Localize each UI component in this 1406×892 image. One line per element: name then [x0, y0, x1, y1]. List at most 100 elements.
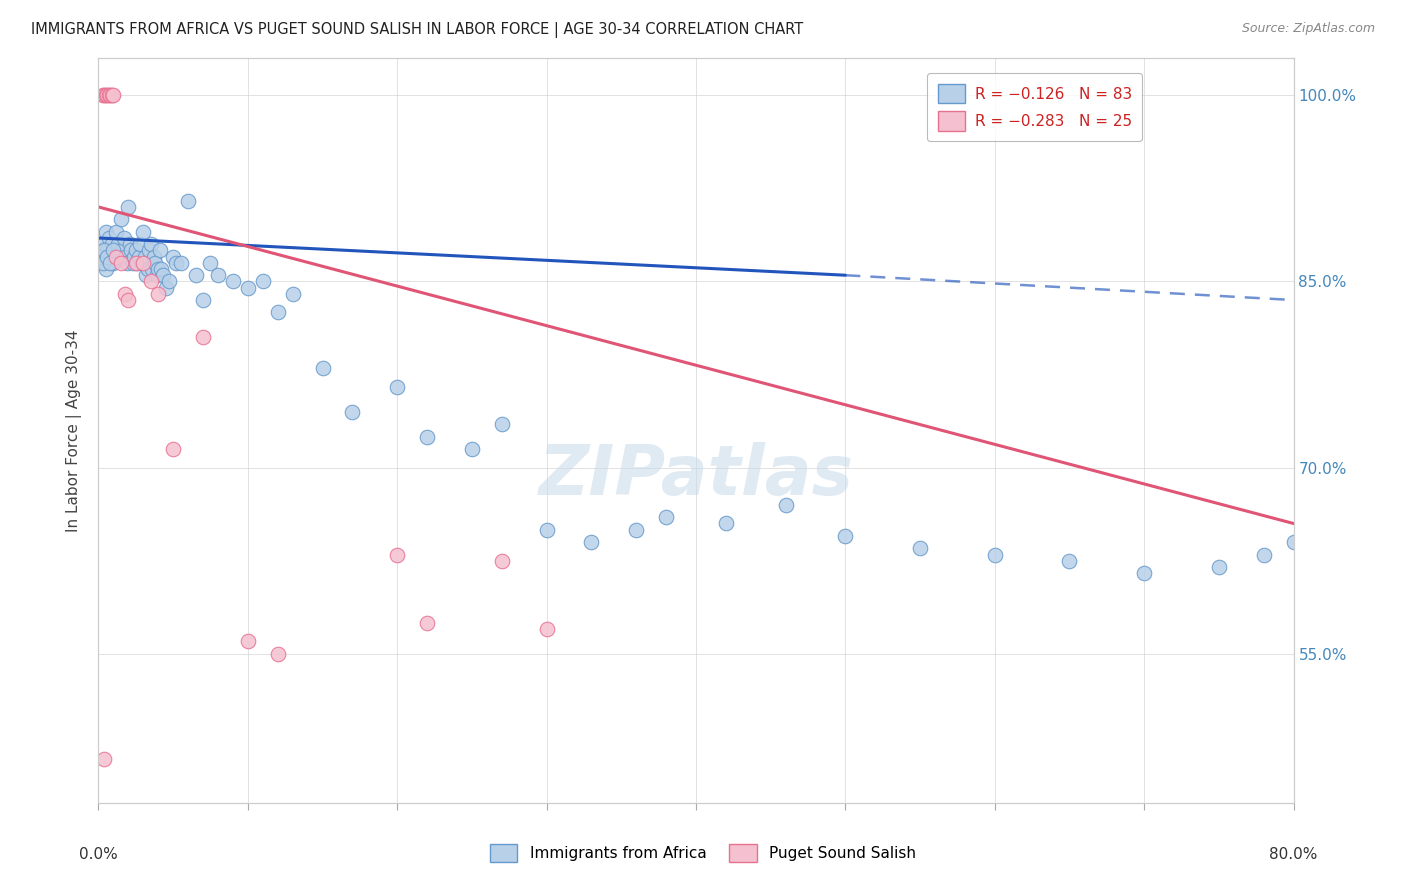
Point [96, 88, 118, 103]
Point [141, 262, 163, 277]
Point [1282, 535, 1305, 549]
Point [121, 256, 143, 270]
Point [93, 88, 115, 103]
Y-axis label: In Labor Force | Age 30-34: In Labor Force | Age 30-34 [66, 329, 83, 532]
Point [148, 286, 170, 301]
Point [1253, 548, 1275, 562]
Point [139, 237, 162, 252]
Point [91, 244, 114, 258]
Point [90, 250, 112, 264]
Point [117, 200, 139, 214]
Point [491, 417, 513, 432]
Point [536, 622, 558, 636]
Text: 80.0%: 80.0% [1270, 847, 1317, 862]
Point [96, 250, 118, 264]
Point [103, 256, 125, 270]
Point [142, 250, 165, 264]
Point [581, 535, 603, 549]
Point [1208, 560, 1230, 574]
Point [157, 274, 180, 288]
Point [626, 523, 648, 537]
Text: ZIPatlas: ZIPatlas [538, 442, 853, 508]
Legend: R = −0.126   N = 83, R = −0.283   N = 25: R = −0.126 N = 83, R = −0.283 N = 25 [927, 73, 1143, 141]
Point [143, 256, 166, 270]
Point [128, 250, 150, 264]
Text: Source: ZipAtlas.com: Source: ZipAtlas.com [1241, 22, 1375, 36]
Point [132, 256, 155, 270]
Point [236, 634, 259, 648]
Point [311, 361, 333, 376]
Point [714, 516, 737, 531]
Point [908, 541, 931, 556]
Point [104, 244, 127, 258]
Point [236, 280, 259, 294]
Point [191, 293, 214, 307]
Point [96, 244, 118, 258]
Point [149, 244, 172, 258]
Point [138, 244, 160, 258]
Point [115, 256, 138, 270]
Point [775, 498, 797, 512]
Legend: Immigrants from Africa, Puget Sound Salish: Immigrants from Africa, Puget Sound Sali… [484, 838, 922, 868]
Point [385, 380, 409, 394]
Point [416, 615, 439, 630]
Point [97, 231, 120, 245]
Point [94, 225, 117, 239]
Point [125, 256, 148, 270]
Point [125, 244, 148, 258]
Point [98, 256, 122, 270]
Point [108, 250, 131, 264]
Point [120, 244, 142, 258]
Point [94, 262, 117, 277]
Point [834, 529, 856, 543]
Point [136, 262, 159, 277]
Point [93, 244, 115, 258]
Point [1059, 554, 1081, 568]
Point [267, 305, 290, 319]
Point [105, 250, 128, 264]
Point [177, 194, 200, 208]
Point [461, 442, 484, 456]
Point [105, 225, 128, 239]
Point [101, 88, 124, 103]
Point [98, 88, 122, 103]
Point [114, 250, 136, 264]
Point [101, 237, 124, 252]
Point [127, 256, 149, 270]
Point [191, 330, 214, 344]
Point [162, 442, 184, 456]
Point [134, 250, 156, 264]
Point [110, 256, 132, 270]
Point [162, 250, 184, 264]
Point [135, 268, 157, 283]
Point [416, 429, 439, 443]
Point [93, 752, 115, 766]
Point [139, 274, 162, 288]
Text: 0.0%: 0.0% [79, 847, 118, 862]
Point [536, 523, 558, 537]
Point [124, 250, 146, 264]
Point [148, 262, 170, 277]
Point [169, 256, 191, 270]
Point [207, 268, 229, 283]
Point [132, 225, 155, 239]
Point [118, 237, 141, 252]
Text: IMMIGRANTS FROM AFRICA VS PUGET SOUND SALISH IN LABOR FORCE | AGE 30-34 CORRELAT: IMMIGRANTS FROM AFRICA VS PUGET SOUND SA… [31, 22, 803, 38]
Point [155, 280, 177, 294]
Point [655, 510, 678, 524]
Point [1133, 566, 1156, 581]
Point [342, 405, 364, 419]
Point [91, 256, 114, 270]
Point [91, 88, 114, 103]
Point [491, 554, 513, 568]
Point [150, 262, 173, 277]
Point [267, 647, 290, 661]
Point [107, 237, 129, 252]
Point [165, 256, 187, 270]
Point [152, 268, 174, 283]
Point [252, 274, 274, 288]
Point [111, 244, 134, 258]
Point [112, 231, 135, 245]
Point [94, 88, 117, 103]
Point [93, 237, 115, 252]
